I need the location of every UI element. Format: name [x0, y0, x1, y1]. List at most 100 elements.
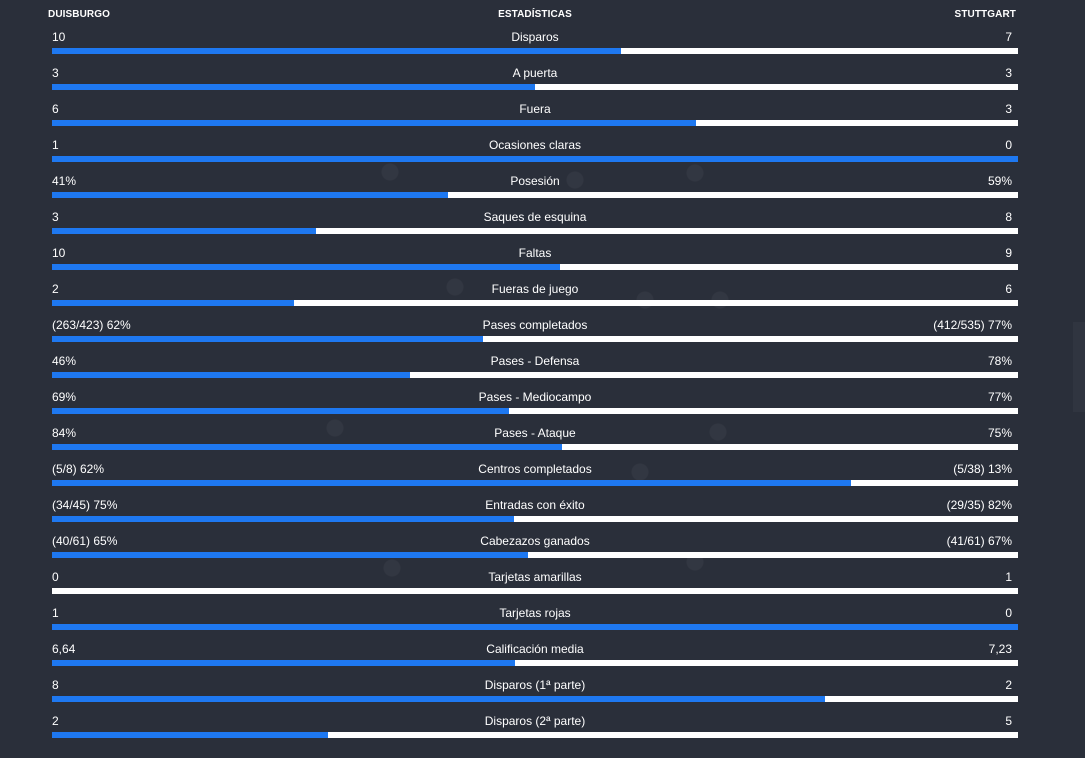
home-share-fill: [52, 336, 483, 342]
stat-row: Entradas con éxito (34/45) 75% (29/35) 82%: [52, 496, 1018, 532]
home-share-fill: [52, 372, 411, 378]
home-share-fill: [52, 156, 1018, 162]
stat-row: Ocasiones claras 1 0: [52, 136, 1018, 172]
scrollbar[interactable]: [1073, 322, 1085, 412]
home-share-fill: [52, 408, 509, 414]
stat-row: Pases - Ataque 84% 75%: [52, 424, 1018, 460]
home-value: 2: [52, 282, 59, 296]
comparison-bar: [52, 192, 1018, 198]
stat-row: Tarjetas amarillas 0 1: [52, 568, 1018, 604]
stat-row: Disparos (2ª parte) 2 5: [52, 712, 1018, 748]
stat-label: Pases - Ataque: [494, 426, 576, 440]
away-value: 3: [1005, 66, 1012, 80]
comparison-bar: [52, 552, 1018, 558]
home-value: 10: [52, 30, 66, 44]
home-value: (34/45) 75%: [52, 498, 118, 512]
stats-header: DUISBURGO ESTADÍSTICAS STUTTGART: [48, 0, 1018, 28]
comparison-bar: [52, 84, 1018, 90]
away-value: 0: [1005, 138, 1012, 152]
comparison-bar: [52, 624, 1018, 630]
stat-row: Tarjetas rojas 1 0: [52, 604, 1018, 640]
home-value: 6,64: [52, 642, 76, 656]
stat-label: Cabezazos ganados: [480, 534, 590, 548]
home-share-fill: [52, 624, 1018, 630]
stat-label: Faltas: [518, 246, 552, 260]
comparison-bar: [52, 732, 1018, 738]
stat-row: Calificación media 6,64 7,23: [52, 640, 1018, 676]
stat-label: Disparos (1ª parte): [484, 678, 586, 692]
home-team-name: DUISBURGO: [48, 8, 111, 20]
away-value: 5: [1005, 714, 1012, 728]
comparison-bar: [52, 156, 1018, 162]
stat-row: Faltas 10 9: [52, 244, 1018, 280]
home-value: (263/423) 62%: [52, 318, 131, 332]
stat-label: Ocasiones claras: [488, 138, 582, 152]
stat-label: Fuera: [519, 102, 551, 116]
stats-list: Disparos 10 7 A puerta 3 3 Fuera 6 3 Ocasiones cl…: [52, 28, 1018, 748]
comparison-bar: [52, 48, 1018, 54]
comparison-bar: [52, 588, 1018, 594]
home-share-fill: [52, 516, 514, 522]
home-value: (40/61) 65%: [52, 534, 118, 548]
stat-row: Saques de esquina 3 8: [52, 208, 1018, 244]
home-value: 10: [52, 246, 66, 260]
home-value: 69%: [52, 390, 77, 404]
away-value: 7: [1005, 30, 1012, 44]
away-value: 75%: [987, 426, 1012, 440]
stat-label: Disparos (2ª parte): [484, 714, 586, 728]
comparison-bar: [52, 696, 1018, 702]
comparison-bar: [52, 372, 1018, 378]
comparison-bar: [52, 228, 1018, 234]
comparison-bar: [52, 480, 1018, 486]
home-value: 84%: [52, 426, 77, 440]
stat-label: Entradas con éxito: [485, 498, 585, 512]
away-value: 59%: [987, 174, 1012, 188]
home-share-fill: [52, 120, 697, 126]
stat-label: Saques de esquina: [483, 210, 587, 224]
stat-label: Fueras de juego: [491, 282, 579, 296]
home-value: 8: [52, 678, 59, 692]
stat-row: Disparos 10 7: [52, 28, 1018, 64]
stat-row: Centros completados (5/8) 62% (5/38) 13%: [52, 460, 1018, 496]
home-value: 1: [52, 138, 59, 152]
comparison-bar: [52, 264, 1018, 270]
away-value: 1: [1005, 570, 1012, 584]
away-value: 3: [1005, 102, 1012, 116]
comparison-bar: [52, 660, 1018, 666]
stat-label: Tarjetas amarillas: [488, 570, 582, 584]
home-share-fill: [52, 552, 529, 558]
stat-row: Disparos (1ª parte) 8 2: [52, 676, 1018, 712]
home-share-fill: [52, 300, 294, 306]
stat-row: A puerta 3 3: [52, 64, 1018, 100]
home-share-fill: [52, 192, 449, 198]
stat-row: Pases completados (263/423) 62% (412/535) …: [52, 316, 1018, 352]
stat-label: Tarjetas rojas: [499, 606, 571, 620]
home-value: 3: [52, 66, 59, 80]
comparison-bar: [52, 516, 1018, 522]
home-share-fill: [52, 48, 621, 54]
home-value: 2: [52, 714, 59, 728]
comparison-bar: [52, 336, 1018, 342]
stat-row: Fuera 6 3: [52, 100, 1018, 136]
stat-label: Pases - Defensa: [490, 354, 580, 368]
away-value: (29/35) 82%: [946, 498, 1012, 512]
stat-label: A puerta: [512, 66, 558, 80]
away-value: 6: [1005, 282, 1012, 296]
away-value: 0: [1005, 606, 1012, 620]
stat-label: Posesión: [510, 174, 560, 188]
comparison-bar: [52, 408, 1018, 414]
stat-row: Posesión 41% 59%: [52, 172, 1018, 208]
comparison-bar: [52, 444, 1018, 450]
stats-title: ESTADÍSTICAS: [498, 9, 572, 20]
away-value: (5/38) 13%: [953, 462, 1012, 476]
away-value: (41/61) 67%: [946, 534, 1012, 548]
stat-row: Fueras de juego 2 6: [52, 280, 1018, 316]
stat-label: Pases - Mediocampo: [478, 390, 592, 404]
home-share-fill: [52, 228, 316, 234]
comparison-bar: [52, 120, 1018, 126]
home-value: 6: [52, 102, 59, 116]
away-value: 2: [1005, 678, 1012, 692]
home-value: 1: [52, 606, 59, 620]
home-share-fill: [52, 660, 515, 666]
home-share-fill: [52, 480, 851, 486]
